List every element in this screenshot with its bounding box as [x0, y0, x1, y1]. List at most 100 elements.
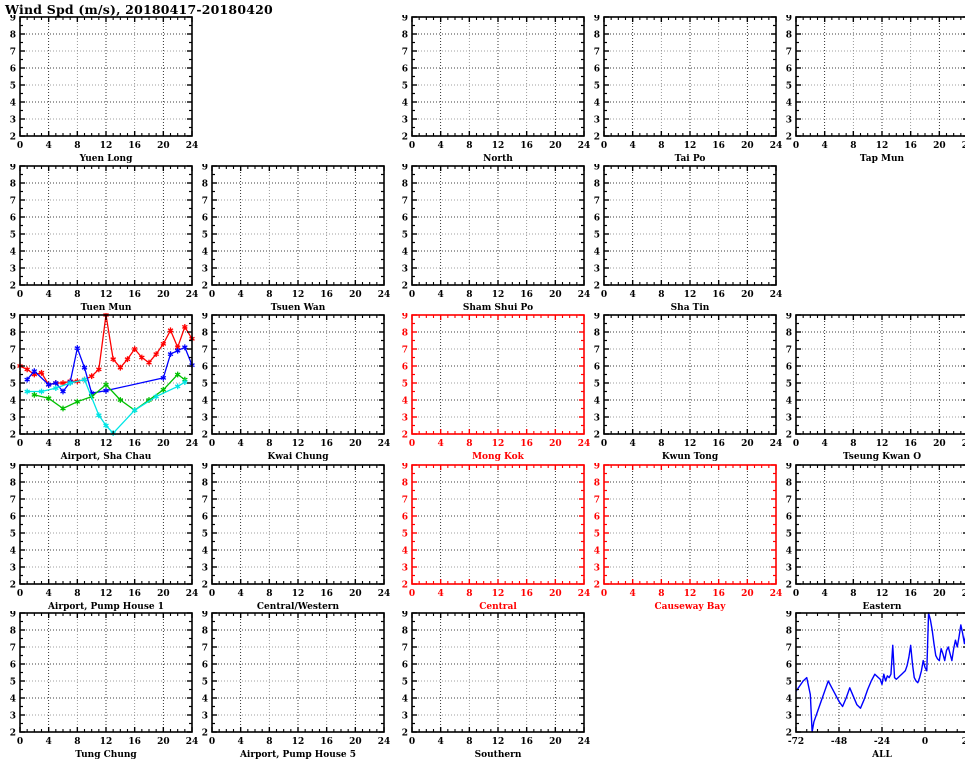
- axis-ticks: 2 3 4 5 6 7 8 9 0 4 8 12 16 20 24: [10, 463, 198, 599]
- svg-text:6: 6: [10, 512, 16, 522]
- svg-text:6: 6: [202, 660, 208, 670]
- plot-panel-central-western[interactable]: 2 3 4 5 6 7 8 9 0 4 8 12 16 20 24: [192, 463, 390, 610]
- plot-panel-mong-kok[interactable]: 2 3 4 5 6 7 8 9 0 4 8 12 16 20 24: [392, 313, 590, 460]
- svg-text:3: 3: [202, 711, 208, 721]
- svg-text:5: 5: [594, 81, 600, 91]
- svg-text:5: 5: [10, 81, 16, 91]
- svg-text:9: 9: [402, 611, 408, 619]
- svg-text:7: 7: [594, 196, 600, 206]
- grid-lines: [212, 465, 384, 584]
- plot-panel-southern[interactable]: 2 3 4 5 6 7 8 9 0 4 8 12 16 20 24: [392, 611, 590, 758]
- svg-text:20: 20: [741, 141, 754, 151]
- axis-frame: [795, 464, 965, 585]
- axis-frame: [603, 16, 777, 137]
- svg-text:9: 9: [10, 611, 16, 619]
- plot-panel-tai-po[interactable]: 2 3 4 5 6 7 8 9 0 4 8 12 16 20 24: [584, 15, 782, 162]
- svg-text:7: 7: [594, 495, 600, 505]
- svg-text:3: 3: [402, 264, 408, 274]
- grid-lines: [412, 465, 584, 584]
- panel-label-eastern: Eastern: [862, 602, 902, 612]
- svg-text:3: 3: [402, 563, 408, 573]
- svg-text:0: 0: [409, 141, 415, 151]
- plot-panel-kwai-chung[interactable]: 2 3 4 5 6 7 8 9 0 4 8 12 16 20 24: [192, 313, 390, 460]
- svg-text:0: 0: [793, 141, 799, 151]
- axis-ticks: 2 3 4 5 6 7 8 9 0 4 8 12 16 20 24: [786, 313, 965, 449]
- svg-text:16: 16: [520, 290, 533, 300]
- svg-text:0: 0: [209, 290, 215, 300]
- svg-text:0: 0: [409, 439, 415, 449]
- svg-text:12: 12: [100, 290, 113, 300]
- svg-text:9: 9: [594, 313, 600, 321]
- svg-text:24: 24: [578, 589, 590, 599]
- grid-lines: [20, 465, 192, 584]
- svg-text:6: 6: [202, 213, 208, 223]
- svg-text:12: 12: [292, 290, 305, 300]
- plot-panel-airport-pump-house-1[interactable]: 2 3 4 5 6 7 8 9 0 4 8 12 16 20 24: [0, 463, 198, 610]
- svg-text:7: 7: [202, 643, 208, 653]
- plot-panel-tsuen-wan[interactable]: 2 3 4 5 6 7 8 9 0 4 8 12 16 20 24: [192, 164, 390, 311]
- grid-lines: [20, 17, 192, 136]
- svg-text:3: 3: [786, 115, 792, 125]
- plot-panel-tuen-mun[interactable]: 2 3 4 5 6 7 8 9 0 4 8 12 16 20 24: [0, 164, 198, 311]
- svg-text:8: 8: [202, 626, 208, 636]
- axis-frame: [19, 165, 193, 286]
- axis-frame: [211, 165, 385, 286]
- svg-text:8: 8: [402, 30, 408, 40]
- panel-label-all: ALL: [872, 750, 892, 760]
- plot-panel-tseung-kwan-o[interactable]: 2 3 4 5 6 7 8 9 0 4 8 12 16 20 24: [776, 313, 965, 460]
- plot-panel-central[interactable]: 2 3 4 5 6 7 8 9 0 4 8 12 16 20 24: [392, 463, 590, 610]
- svg-text:20: 20: [157, 737, 170, 747]
- axis-ticks: 2 3 4 5 6 7 8 9 0 4 8 12 16 20 24: [202, 611, 390, 747]
- axis-frame: [211, 464, 385, 585]
- svg-text:9: 9: [402, 313, 408, 321]
- svg-text:12: 12: [492, 141, 505, 151]
- svg-text:5: 5: [202, 529, 208, 539]
- svg-text:4: 4: [822, 589, 828, 599]
- plot-panel-yuen-long[interactable]: 2 3 4 5 6 7 8 9 0 4 8 12 16 20 24: [0, 15, 198, 162]
- plot-panel-tap-mun[interactable]: 2 3 4 5 6 7 8 9 0 4 8 12 16 20 24: [776, 15, 965, 162]
- svg-text:4: 4: [402, 247, 408, 257]
- plot-panel-tung-chung[interactable]: 2 3 4 5 6 7 8 9 0 4 8 12 16 20 24: [0, 611, 198, 758]
- svg-text:8: 8: [202, 478, 208, 488]
- axis-frame: [411, 612, 585, 733]
- svg-text:5: 5: [402, 81, 408, 91]
- plot-panel-causeway-bay[interactable]: 2 3 4 5 6 7 8 9 0 4 8 12 16 20 24: [584, 463, 782, 610]
- svg-text:2: 2: [402, 430, 408, 440]
- plot-panel-airport-sha-chau[interactable]: 2 3 4 5 6 7 8 9 0 4 8 12 16 20 24: [0, 313, 198, 460]
- grid-lines: [604, 17, 776, 136]
- axis-ticks: 2 3 4 5 6 7 8 9 0 4 8 12 16 20 24: [202, 313, 390, 449]
- svg-text:16: 16: [712, 290, 725, 300]
- svg-text:4: 4: [438, 439, 444, 449]
- plot-panel-sham-shui-po[interactable]: 2 3 4 5 6 7 8 9 0 4 8 12 16 20 24: [392, 164, 590, 311]
- svg-text:8: 8: [786, 328, 792, 338]
- svg-text:3: 3: [594, 563, 600, 573]
- svg-text:0: 0: [793, 589, 799, 599]
- svg-text:2: 2: [10, 281, 16, 291]
- axis-ticks: 2 3 4 5 6 7 8 9 0 4 8 12 16 20 24: [10, 15, 198, 151]
- svg-text:5: 5: [402, 379, 408, 389]
- axis-ticks: 2 3 4 5 6 7 8 9 0 4 8 12 16 20 24: [786, 463, 965, 599]
- plot-panel-all[interactable]: 2 3 4 5 6 7 8 9 -72 -48 -24 0 24: [776, 611, 965, 758]
- svg-text:8: 8: [266, 290, 272, 300]
- svg-text:20: 20: [933, 439, 946, 449]
- svg-text:8: 8: [74, 290, 80, 300]
- svg-text:0: 0: [409, 737, 415, 747]
- plot-panel-sha-tin[interactable]: 2 3 4 5 6 7 8 9 0 4 8 12 16 20 24: [584, 164, 782, 311]
- svg-text:5: 5: [10, 230, 16, 240]
- svg-text:6: 6: [786, 660, 792, 670]
- svg-text:5: 5: [202, 230, 208, 240]
- svg-text:16: 16: [320, 290, 333, 300]
- svg-text:8: 8: [850, 589, 856, 599]
- plot-panel-kwun-tong[interactable]: 2 3 4 5 6 7 8 9 0 4 8 12 16 20 24: [584, 313, 782, 460]
- panel-label-yuen-long: Yuen Long: [79, 154, 133, 164]
- svg-text:7: 7: [10, 196, 16, 206]
- svg-text:16: 16: [128, 439, 141, 449]
- axis-ticks: 2 3 4 5 6 7 8 9 0 4 8 12 16 20 24: [594, 164, 782, 300]
- svg-text:2: 2: [10, 430, 16, 440]
- plot-panel-eastern[interactable]: 2 3 4 5 6 7 8 9 0 4 8 12 16 20 24: [776, 463, 965, 610]
- plot-panel-north[interactable]: 2 3 4 5 6 7 8 9 0 4 8 12 16 20 24: [392, 15, 590, 162]
- svg-text:6: 6: [402, 362, 408, 372]
- panel-label-tung-chung: Tung Chung: [75, 750, 137, 760]
- svg-text:12: 12: [100, 589, 113, 599]
- plot-panel-airport-pump-house-5[interactable]: 2 3 4 5 6 7 8 9 0 4 8 12 16 20 24: [192, 611, 390, 758]
